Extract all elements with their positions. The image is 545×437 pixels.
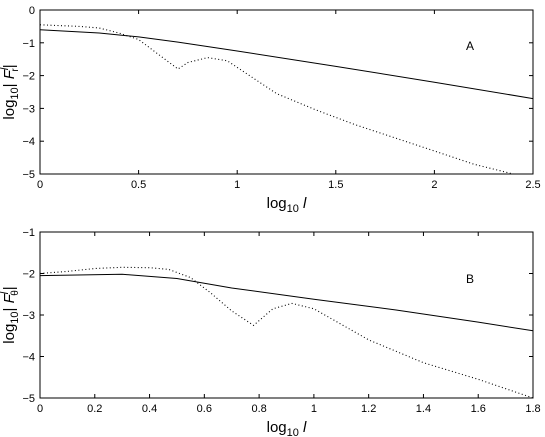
- x-tick-label: 0.4: [142, 403, 157, 415]
- y-axis-label-bar-right: |: [1, 286, 18, 290]
- y-axis-label-sub: 10: [9, 87, 21, 99]
- panel-b: 0 0.2 0.4 0.6 0.8 1 1.2 1.4 1.6 1.8 −5 −4 −3 −2 −1 Blog…: [0, 227, 541, 437]
- x-tick-label: 1.4: [416, 403, 431, 415]
- x-tick-label: 0.5: [131, 179, 146, 191]
- y-axis-label-bar-left: |: [1, 303, 18, 311]
- y-tick-label: −5: [22, 169, 35, 181]
- x-axis-label: log10 l: [267, 195, 307, 215]
- x-tick-label: 1.2: [361, 403, 376, 415]
- y-axis-label-sub: 10: [9, 311, 21, 323]
- y-tick-label: −3: [22, 103, 35, 115]
- panel-tag: A: [466, 39, 474, 53]
- y-axis-label: log10| Flθ|: [0, 286, 21, 343]
- x-tick-label: 0.8: [251, 403, 266, 415]
- y-tick-label: −1: [22, 227, 35, 239]
- x-axis-label-var: l: [299, 195, 307, 212]
- y-axis-label: log10| Flr|: [0, 64, 21, 119]
- x-tick-label: 1.6: [471, 403, 486, 415]
- series-solid-line: [39, 273, 534, 332]
- y-tick-label: −3: [22, 310, 35, 322]
- y-tick-label: −5: [22, 393, 35, 405]
- x-tick-label: 1.8: [525, 403, 540, 415]
- y-axis-label-varsub: θ: [10, 290, 21, 296]
- y-axis-label-sup: l: [0, 291, 11, 294]
- x-axis-label-main: log: [267, 195, 287, 212]
- y-axis-label-main: log: [1, 324, 18, 344]
- panel-tag: B: [466, 272, 474, 286]
- x-tick-label: 1: [311, 403, 317, 415]
- y-axis-label-var: F: [1, 293, 18, 303]
- x-tick-label: 0.2: [87, 403, 102, 415]
- series-solid-line: [39, 29, 534, 100]
- x-axis-label: log10 l: [267, 419, 307, 437]
- series-dotted-line: [39, 24, 514, 175]
- x-tick-label: 2: [431, 179, 437, 191]
- x-axis-label-sub: 10: [287, 203, 299, 215]
- y-tick-label: −2: [22, 269, 35, 281]
- y-tick-label: 0: [29, 5, 35, 17]
- x-axis-label-main: log: [267, 419, 287, 436]
- y-axis-label-sup: l: [0, 67, 11, 70]
- y-tick-label: −1: [22, 38, 35, 50]
- x-axis-label-var: l: [299, 419, 307, 436]
- y-tick-label: −4: [22, 136, 35, 148]
- y-axis-label-main: log: [1, 100, 18, 120]
- x-tick-label: 1: [234, 179, 240, 191]
- x-tick-label: 0: [37, 179, 43, 191]
- y-axis-label-var: F: [1, 69, 18, 79]
- y-axis-label-bar-right: |: [1, 64, 18, 68]
- x-tick-label: 1.5: [328, 179, 343, 191]
- y-tick-label: −2: [22, 71, 35, 83]
- x-tick-label: 0.6: [197, 403, 212, 415]
- y-axis-label-varsub: r: [10, 68, 21, 72]
- y-axis-label-bar-left: |: [1, 79, 18, 87]
- x-tick-label: 0: [37, 403, 43, 415]
- y-tick-label: −4: [22, 352, 35, 364]
- x-axis-label-sub: 10: [287, 427, 299, 437]
- plot-frame: [39, 9, 534, 175]
- x-tick-label: 2.5: [525, 179, 540, 191]
- series-dotted-line: [39, 266, 534, 399]
